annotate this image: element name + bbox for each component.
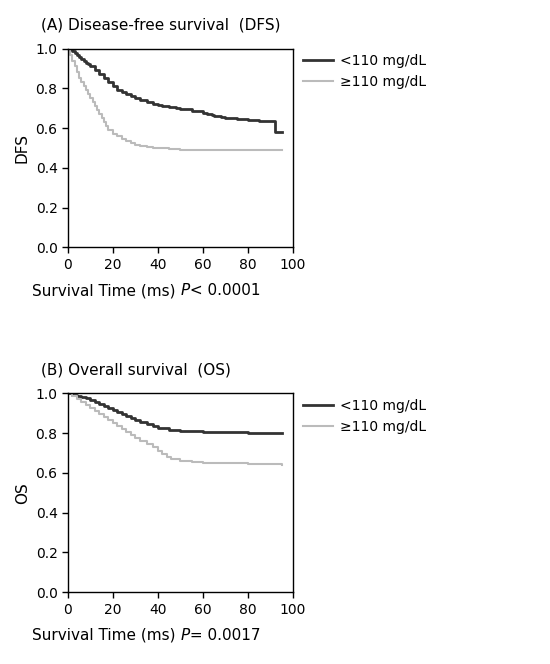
Text: = 0.0017: = 0.0017 xyxy=(185,628,261,643)
Y-axis label: DFS: DFS xyxy=(15,133,30,163)
Text: P: P xyxy=(180,628,190,643)
Legend: <110 mg/dL, ≥110 mg/dL: <110 mg/dL, ≥110 mg/dL xyxy=(297,393,432,440)
Text: Survival Time (ms): Survival Time (ms) xyxy=(32,628,180,643)
Y-axis label: OS: OS xyxy=(15,482,30,503)
Text: Survival Time (ms): Survival Time (ms) xyxy=(32,283,180,298)
Text: P: P xyxy=(180,283,190,298)
Text: (B) Overall survival  (OS): (B) Overall survival (OS) xyxy=(41,363,231,377)
Legend: <110 mg/dL, ≥110 mg/dL: <110 mg/dL, ≥110 mg/dL xyxy=(297,48,432,95)
Text: < 0.0001: < 0.0001 xyxy=(185,283,261,298)
Text: (A) Disease-free survival  (DFS): (A) Disease-free survival (DFS) xyxy=(41,18,280,33)
